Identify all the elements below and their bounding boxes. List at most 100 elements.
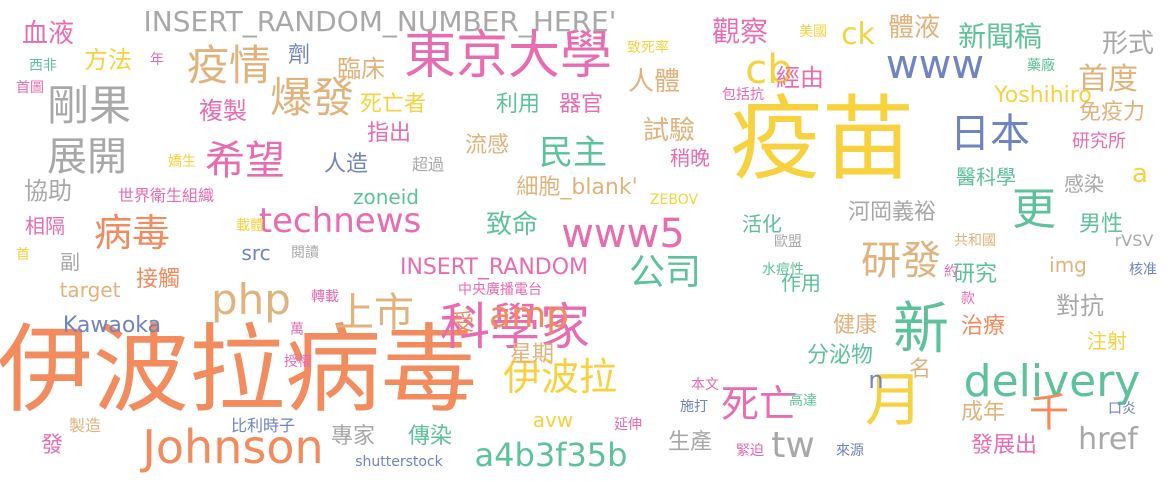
cloud-word: 世界衛生組織 [117, 186, 215, 205]
cloud-word: 副 [60, 250, 80, 274]
cloud-word: 首度 [1078, 62, 1138, 97]
cloud-word: 製造 [68, 416, 102, 435]
cloud-word: 西非 [29, 58, 57, 74]
cloud-word: 體液 [887, 13, 941, 43]
cloud-word: 款 [961, 291, 975, 307]
cloud-word: 比利時子 [230, 416, 296, 435]
cloud-word: 首圖 [16, 80, 44, 96]
cloud-word: 傳染 [407, 424, 453, 449]
cloud-word: avw [532, 408, 574, 432]
cloud-word: a4b3f35b [474, 436, 628, 474]
cloud-word: 轉載 [311, 289, 339, 305]
cloud-word: 分泌物 [806, 343, 874, 368]
cloud-word: href [1078, 422, 1138, 457]
cloud-word: 對抗 [1056, 292, 1104, 320]
cloud-word: 剛果 [46, 81, 132, 130]
cloud-word: 本文 [691, 377, 719, 393]
cloud-word: 萬 [290, 322, 304, 338]
cloud-word: INSERT_RANDOM [399, 255, 589, 280]
cloud-word: 千 [1029, 390, 1069, 436]
cloud-word: 約 [944, 264, 958, 280]
cloud-word: 名 [908, 357, 932, 382]
cloud-word: 嬌生 [168, 154, 196, 170]
cloud-word: 藥廠 [1027, 58, 1055, 74]
cloud-word: Johnson [142, 420, 324, 474]
cloud-word: 日本 [950, 111, 1030, 157]
cloud-word: 研究 [952, 262, 998, 287]
cloud-word: 利用 [495, 92, 541, 117]
cloud-word: 爆發 [269, 73, 355, 122]
cloud-word: shutterstock [355, 454, 443, 470]
cloud-word: www5 [561, 211, 685, 257]
cloud-word: 授權 [284, 354, 312, 370]
cloud-word: delivery [963, 356, 1141, 407]
cloud-word: 月 [864, 366, 924, 434]
cloud-word: www [885, 42, 985, 88]
cloud-word: 注射 [1087, 329, 1127, 353]
cloud-word: 細胞_blank' [516, 175, 638, 200]
cloud-word: Kawaoka [62, 313, 162, 338]
cloud-word: 共和國 [954, 233, 996, 249]
cloud-word: 疫情 [186, 41, 272, 90]
cloud-word: 器官 [558, 92, 604, 117]
cloud-word: 人體 [627, 67, 681, 97]
cloud-word: 指出 [366, 121, 412, 146]
cloud-word: 發展出 [970, 433, 1038, 458]
cloud-word: 生產 [667, 430, 713, 455]
cloud-word: 水痘性 [762, 262, 804, 278]
cloud-word: 接觸 [135, 267, 181, 292]
cloud-word: img [1049, 253, 1087, 277]
cloud-word: 試驗 [642, 116, 696, 146]
cloud-word: 科學家 [440, 298, 590, 356]
cloud-word: ZEBOV [649, 192, 699, 208]
cloud-word: 受 [451, 311, 475, 336]
cloud-word: 活化 [742, 212, 782, 236]
cloud-word: technews [258, 201, 422, 241]
cloud-word: 感染 [1064, 172, 1104, 196]
cloud-word: 美國 [799, 24, 827, 40]
cloud-word: php [211, 275, 291, 324]
cloud-word: 公司 [628, 252, 702, 293]
cloud-word: 超過 [411, 155, 445, 174]
cloud-word: src [241, 241, 271, 265]
cloud-word: 包括抗 [722, 87, 764, 103]
cloud-word: 經由 [776, 64, 824, 92]
cloud-word: 研究所 [1072, 131, 1126, 152]
cloud-word: 作用 [781, 271, 821, 295]
cloud-word: rVSV [1114, 231, 1154, 250]
cloud-word: 專家 [330, 424, 376, 449]
cloud-word: 首 [16, 247, 30, 263]
cloud-word: a [1132, 159, 1148, 189]
cloud-word: 稍晚 [670, 146, 710, 170]
cloud-word: 觀察 [711, 15, 769, 48]
cloud-word: 健康 [832, 313, 878, 338]
cloud-word: cb [745, 47, 793, 93]
cloud-word: 死亡 [720, 382, 798, 426]
cloud-word: n [868, 366, 884, 394]
cloud-word: 更 [1012, 184, 1056, 235]
cloud-word: target [59, 278, 121, 302]
cloud-word: 口炎 [1108, 401, 1136, 417]
cloud-word: 流感 [464, 133, 510, 158]
cloud-word: 高達 [789, 393, 817, 409]
cloud-word: 疫苗 [729, 86, 915, 193]
cloud-word: 歐盟 [774, 234, 802, 250]
cloud-word: INSERT_RANDOM_NUMBER_HERE' [143, 5, 617, 38]
cloud-word: zoneid [353, 185, 419, 209]
cloud-word: 病毒 [93, 211, 171, 255]
cloud-word: 施打 [680, 399, 708, 415]
cloud-word: 醫科學 [956, 165, 1016, 189]
cloud-word: Yoshihiro [994, 83, 1092, 108]
cloud-word: 致命 [485, 210, 539, 240]
cloud-word: 展開 [47, 134, 127, 180]
cloud-word: 河岡義裕 [847, 200, 937, 225]
cloud-word: 閱讀 [291, 245, 319, 261]
cloud-word: 血液 [21, 19, 75, 49]
cloud-word: 緊迫 [736, 443, 764, 459]
cloud-word: 協助 [24, 177, 72, 205]
cloud-word: 致死率 [627, 40, 669, 56]
cloud-word: amp [489, 295, 569, 336]
cloud-word: 伊波拉病毒 [0, 314, 477, 426]
cloud-word: 核准 [1129, 262, 1157, 278]
